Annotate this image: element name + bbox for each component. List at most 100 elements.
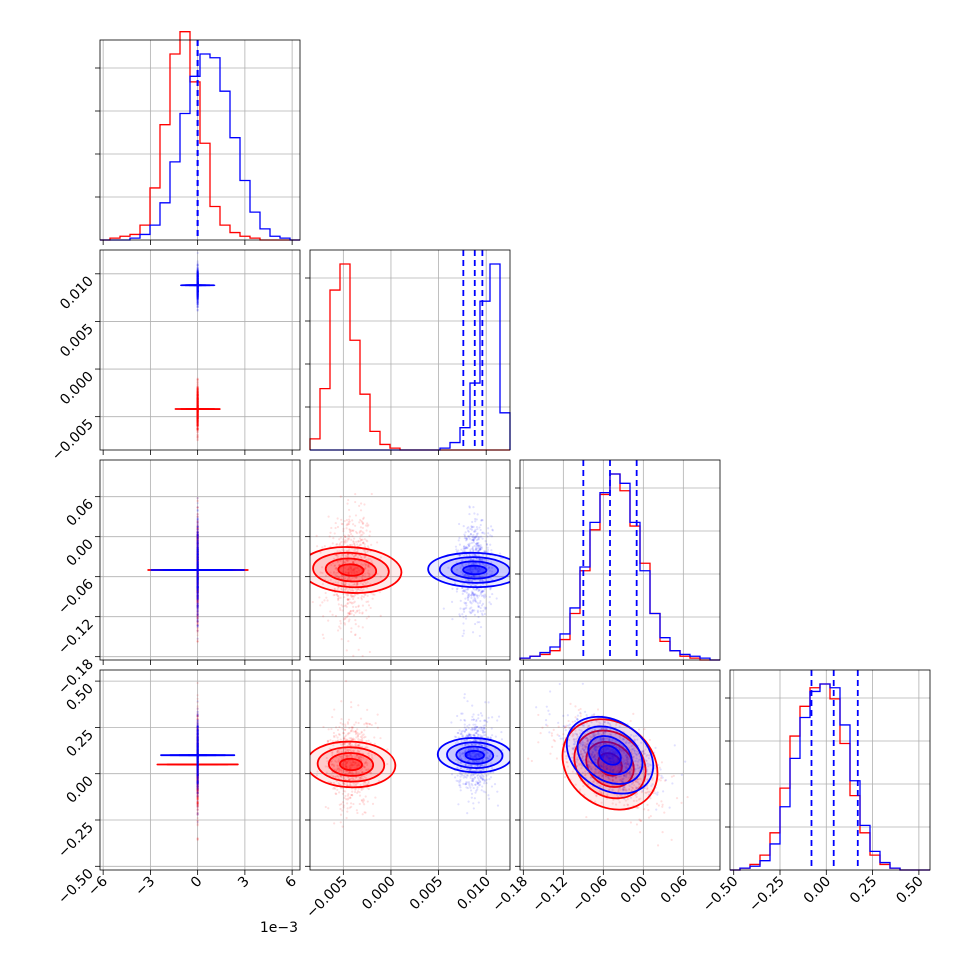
scatter-point	[196, 570, 199, 573]
scatter-point	[196, 620, 199, 623]
scatter-point	[196, 274, 199, 277]
scatter-point	[196, 297, 199, 300]
scatter-point	[196, 286, 199, 289]
scatter-point	[465, 545, 468, 548]
scatter-point	[196, 291, 199, 294]
scatter-point	[196, 391, 199, 394]
scatter-point	[196, 400, 199, 403]
scatter-point	[196, 420, 199, 423]
scatter-point	[347, 534, 350, 537]
scatter-point	[196, 564, 199, 567]
scatter-point	[461, 592, 464, 595]
scatter-point	[196, 577, 199, 580]
scatter-point	[196, 387, 199, 390]
scatter-point	[196, 277, 199, 280]
scatter-point	[196, 506, 199, 509]
scatter-point	[196, 535, 199, 538]
scatter-point	[196, 401, 199, 404]
scatter-point	[196, 427, 199, 430]
scatter-point	[196, 411, 199, 414]
scatter-point	[196, 382, 199, 386]
scatter-point	[196, 554, 199, 557]
scatter-point	[196, 540, 199, 544]
scatter-point	[196, 423, 199, 426]
scatter-point	[196, 406, 199, 409]
scatter-point	[196, 404, 199, 408]
scatter-point	[196, 277, 199, 281]
scatter-point	[481, 613, 484, 617]
scatter-point	[196, 290, 199, 293]
scatter-point	[196, 613, 199, 616]
scatter-point	[196, 280, 199, 283]
scatter-point	[196, 291, 199, 294]
scatter-point	[196, 403, 199, 407]
scatter-point	[196, 414, 199, 417]
y-tick-label: −0.06	[55, 576, 97, 618]
scatter-point	[196, 294, 199, 298]
scatter-point	[196, 290, 199, 293]
scatter-point	[196, 290, 199, 293]
scatter-point	[196, 409, 199, 412]
scatter-point	[196, 289, 199, 292]
scatter-point	[196, 278, 199, 281]
scatter-point	[196, 290, 199, 293]
scatter-point	[196, 392, 199, 396]
scatter-point	[459, 607, 462, 610]
scatter-point	[196, 574, 199, 577]
scatter-point	[196, 269, 199, 273]
scatter-point	[196, 277, 199, 281]
scatter-point	[196, 557, 199, 560]
scatter-point	[196, 400, 199, 403]
scatter-point	[196, 289, 199, 293]
scatter-point	[196, 282, 199, 285]
scatter-point	[477, 544, 480, 547]
scatter-point	[196, 279, 199, 282]
scatter-point	[196, 400, 199, 403]
scatter-point	[196, 299, 199, 302]
scatter-point	[196, 291, 199, 294]
scatter-point	[196, 398, 199, 402]
scatter-point	[472, 541, 475, 544]
scatter-point	[196, 275, 199, 278]
scatter-point	[196, 396, 199, 399]
scatter-point	[196, 397, 199, 400]
scatter-point	[196, 415, 199, 419]
scatter-point	[196, 418, 199, 421]
scatter-point	[346, 594, 349, 597]
scatter-point	[196, 289, 199, 292]
scatter-point	[342, 538, 345, 541]
scatter-point	[196, 597, 199, 600]
scatter-point	[196, 282, 199, 285]
scatter-point	[196, 401, 199, 404]
scatter-point	[196, 586, 199, 590]
scatter-point	[196, 399, 199, 402]
scatter-point	[196, 401, 199, 404]
scatter-point	[196, 579, 199, 583]
scatter-point	[196, 587, 199, 590]
scatter-point	[196, 394, 199, 397]
scatter-point	[196, 621, 199, 624]
scatter-point	[196, 623, 199, 626]
scatter-point	[196, 424, 199, 427]
scatter-point	[196, 267, 199, 270]
scatter-point	[365, 529, 368, 532]
scatter-point	[196, 549, 199, 553]
scatter-point	[196, 406, 199, 409]
scatter-point	[196, 286, 199, 290]
scatter-point	[196, 286, 199, 289]
scatter-point	[354, 619, 357, 622]
scatter-point	[196, 289, 199, 292]
scatter-point	[196, 590, 199, 593]
scatter-point	[196, 287, 199, 290]
scatter-point	[196, 286, 199, 289]
scatter-point	[196, 287, 199, 290]
scatter-point	[196, 558, 199, 561]
scatter-point	[196, 417, 199, 420]
scatter-point	[196, 290, 199, 293]
scatter-point	[196, 276, 199, 280]
scatter-point	[196, 400, 199, 403]
scatter-point	[196, 553, 199, 557]
scatter-point	[196, 280, 199, 283]
scatter-point	[196, 427, 199, 430]
scatter-point	[196, 404, 199, 407]
